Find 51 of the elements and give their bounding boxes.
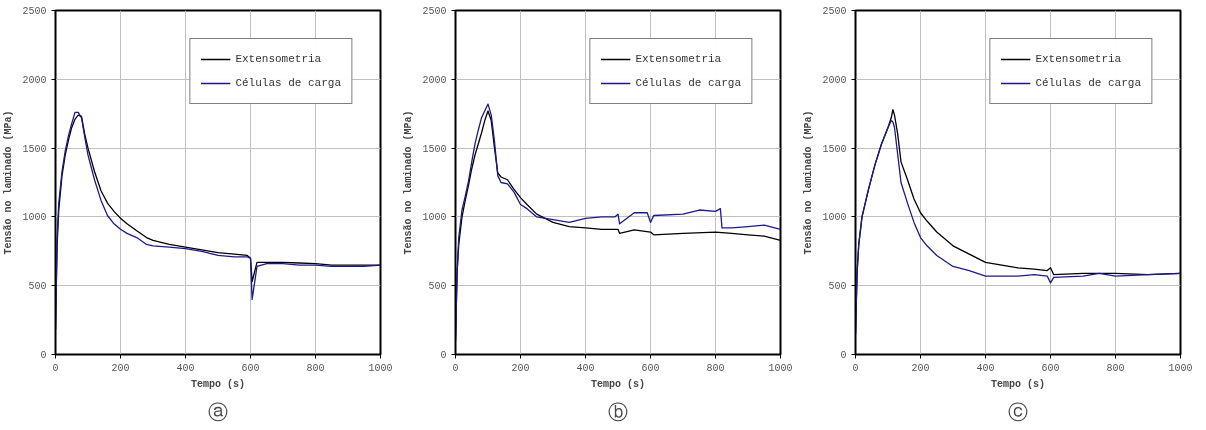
- x-tick-label: 0: [452, 362, 459, 374]
- x-axis-title: Tempo (s): [591, 378, 646, 390]
- y-tick-label: 2500: [422, 6, 447, 17]
- x-tick-label: 0: [52, 362, 59, 374]
- x-tick-label: 400: [576, 362, 595, 374]
- x-tick-label: 1000: [1168, 362, 1193, 374]
- y-tick-label: 500: [828, 281, 847, 293]
- y-axis-title: Tensão no laminado (MPa): [3, 110, 15, 255]
- x-tick-label: 1000: [368, 362, 393, 374]
- legend-label: Células de carga: [635, 77, 741, 89]
- y-tick-label: 0: [840, 350, 847, 361]
- y-tick-label: 2500: [822, 6, 847, 17]
- y-tick-label: 1500: [22, 143, 47, 155]
- text: ⓐ: [208, 399, 228, 424]
- y-tick-label: 2500: [22, 6, 47, 17]
- y-tick-label: 500: [428, 281, 447, 293]
- y-tick-label: 1000: [822, 212, 847, 224]
- x-tick-label: 200: [511, 362, 530, 374]
- text: ⓒ: [1008, 399, 1028, 424]
- legend-label: Extensometria: [635, 53, 722, 65]
- x-tick-label: 200: [911, 362, 930, 374]
- text: ⓑ: [608, 399, 628, 424]
- y-tick-label: 2000: [22, 74, 47, 86]
- y-tick-label: 1000: [22, 212, 47, 224]
- y-tick-label: 500: [28, 281, 47, 293]
- legend-label: Extensometria: [235, 53, 322, 65]
- y-tick-label: 1500: [822, 143, 847, 155]
- x-axis-title: Tempo (s): [991, 378, 1046, 390]
- x-tick-label: 800: [706, 362, 725, 374]
- x-tick-label: 1000: [768, 362, 793, 374]
- y-tick-label: 1000: [422, 212, 447, 224]
- y-tick-label: 2000: [422, 74, 447, 86]
- legend-label: Células de carga: [1035, 77, 1141, 89]
- x-tick-label: 600: [641, 362, 660, 374]
- x-axis-title: Tempo (s): [191, 378, 246, 390]
- x-tick-label: 800: [1106, 362, 1125, 374]
- y-axis-title: Tensão no laminado (MPa): [803, 110, 815, 255]
- y-axis-title: Tensão no laminado (MPa): [403, 110, 415, 255]
- legend-label: Células de carga: [235, 77, 341, 89]
- x-tick-label: 600: [241, 362, 260, 374]
- y-tick-label: 2000: [822, 74, 847, 86]
- x-tick-label: 200: [111, 362, 130, 374]
- x-tick-label: 600: [1041, 362, 1060, 374]
- legend-label: Extensometria: [1035, 53, 1122, 65]
- y-tick-label: 0: [40, 350, 47, 361]
- x-tick-label: 800: [306, 362, 325, 374]
- x-tick-label: 400: [176, 362, 195, 374]
- x-tick-label: 0: [852, 362, 859, 374]
- y-tick-label: 1500: [422, 143, 447, 155]
- x-tick-label: 400: [976, 362, 995, 374]
- y-tick-label: 0: [440, 350, 447, 361]
